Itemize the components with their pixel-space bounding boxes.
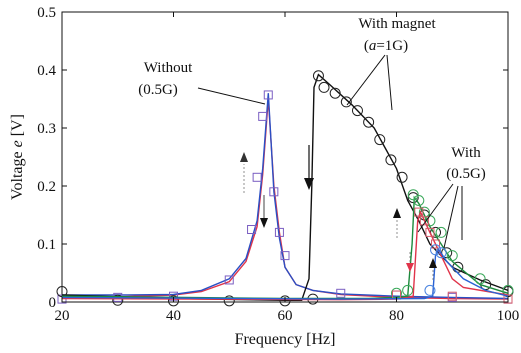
data-point-magnet-circles bbox=[351, 105, 363, 117]
sweep-down-arrow-with bbox=[406, 252, 414, 272]
data-point-magnet-circles bbox=[223, 295, 235, 307]
sweep-down-arrow-peak1 bbox=[260, 195, 268, 228]
annotation-without-line1: Without bbox=[144, 60, 193, 76]
y-tick-label: 0 bbox=[49, 295, 57, 311]
y-axis-title-var: e bbox=[9, 140, 26, 147]
data-point-magnet-circles bbox=[329, 87, 341, 99]
y-tick-label: 0.1 bbox=[37, 237, 56, 253]
annotation-with-line1: With bbox=[451, 145, 481, 161]
axis-ticks: 20 40 60 80 100 0 0.1 0.2 0.3 0.4 0.5 bbox=[37, 5, 519, 324]
data-point-with-red-squares bbox=[425, 227, 435, 237]
data-point-with-green-circles bbox=[435, 226, 447, 238]
annotation-magnet-leader-1 bbox=[346, 54, 386, 106]
data-point-without-squares bbox=[258, 111, 268, 121]
sweep-up-arrow-with-2 bbox=[429, 258, 437, 280]
annotation-magnet-line2: (a=1G) bbox=[364, 38, 408, 54]
data-point-without-squares bbox=[274, 227, 284, 237]
sweep-down-arrow-magnet bbox=[304, 145, 314, 190]
y-tick-label: 0.4 bbox=[37, 63, 56, 79]
data-point-without-squares bbox=[224, 275, 234, 285]
plot-area bbox=[61, 11, 509, 303]
data-point-magnet-circles bbox=[340, 96, 352, 108]
data-point-with-green-circles bbox=[402, 284, 414, 296]
data-point-with-green-circles bbox=[413, 195, 425, 206]
data-point-with-green-circles bbox=[446, 250, 458, 262]
y-tick-label: 0.3 bbox=[37, 121, 56, 137]
data-point-with-green-circles bbox=[407, 189, 419, 201]
sweep-up-arrow-peak1 bbox=[240, 152, 248, 193]
annotation-with-leader-1 bbox=[417, 183, 454, 233]
annotation-without-line2: (0.5G) bbox=[138, 82, 178, 98]
data-point-with-red-squares bbox=[419, 216, 429, 226]
x-tick-label: 60 bbox=[278, 308, 293, 324]
data-point-without-squares bbox=[269, 187, 279, 197]
data-point-without-squares bbox=[252, 172, 262, 182]
annotation-magnet-rest: =1G) bbox=[376, 38, 408, 54]
y-axis-title-main: Voltage bbox=[9, 147, 26, 200]
data-point-magnet-circles bbox=[396, 171, 408, 183]
x-tick-label: 100 bbox=[497, 308, 520, 324]
chart-marks bbox=[56, 70, 514, 307]
data-point-magnet-circles bbox=[407, 192, 419, 204]
annotation-magnet-var: a bbox=[369, 38, 377, 54]
data-point-without-squares bbox=[336, 288, 346, 298]
x-tick-label: 80 bbox=[389, 308, 404, 324]
data-point-magnet-circles bbox=[168, 295, 179, 307]
x-axis-title: Frequency [Hz] bbox=[235, 331, 336, 348]
data-point-magnet-circles bbox=[112, 294, 124, 306]
data-point-magnet-circles bbox=[363, 116, 375, 128]
data-point-with-red-squares bbox=[431, 239, 441, 249]
data-point-without-squares bbox=[247, 225, 257, 234]
data-point-magnet-circles bbox=[279, 295, 291, 307]
annotation-magnet-leader-2 bbox=[386, 54, 393, 111]
data-point-with-green-circles bbox=[474, 273, 486, 285]
data-point-magnet-circles bbox=[312, 70, 324, 82]
y-axis-title-unit: [V] bbox=[9, 114, 26, 140]
x-tick-label: 20 bbox=[55, 308, 70, 324]
annotation-magnet-line1: With magnet bbox=[358, 16, 436, 32]
data-point-without-squares bbox=[263, 90, 273, 100]
data-point-magnet-circles bbox=[385, 154, 397, 166]
annotation-with-line2: (0.5G) bbox=[446, 166, 486, 182]
data-point-with-red-squares bbox=[503, 294, 513, 304]
data-point-with-blue-circles bbox=[435, 247, 447, 259]
data-point-with-red-squares bbox=[447, 291, 457, 301]
data-point-magnet-circles bbox=[374, 134, 386, 146]
data-point-with-red-squares bbox=[414, 207, 424, 217]
annotation-with-leader-2 bbox=[443, 185, 459, 249]
x-tick-label: 40 bbox=[166, 308, 181, 324]
y-tick-label: 0.2 bbox=[37, 179, 56, 195]
annotation-magnet-open: ( bbox=[364, 38, 369, 54]
y-tick-label: 0.5 bbox=[37, 5, 56, 21]
y-axis-title: Voltage e [V] bbox=[9, 114, 26, 200]
series-line-with-blue bbox=[61, 248, 509, 300]
annotation-without-leader bbox=[197, 87, 266, 105]
series-line-without-blue bbox=[62, 93, 509, 300]
data-point-with-blue-circles bbox=[430, 244, 442, 256]
data-point-with-blue-circles bbox=[424, 284, 436, 296]
sweep-up-arrow-with bbox=[393, 208, 401, 238]
data-point-without-squares bbox=[280, 251, 290, 261]
data-point-magnet-circles bbox=[318, 81, 330, 93]
